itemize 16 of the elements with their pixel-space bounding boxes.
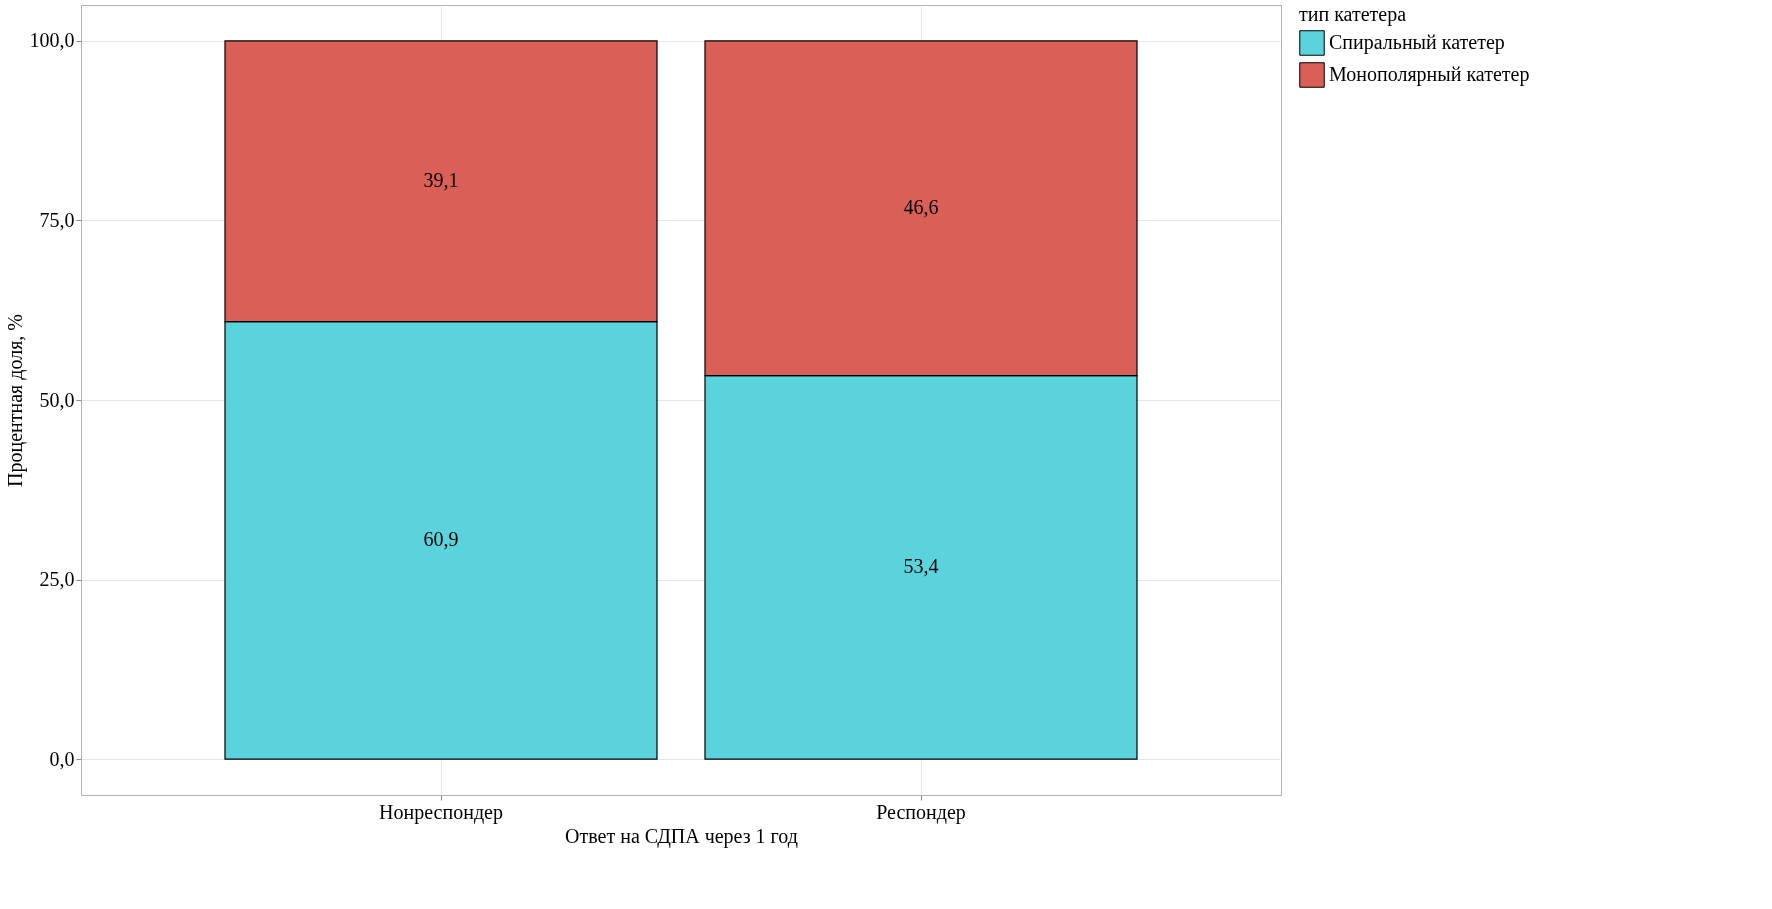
x-axis-title: Ответ на СДПА через 1 год <box>565 824 798 848</box>
data-label: 60,9 <box>423 528 459 551</box>
y-tick-label: 75,0 <box>39 208 75 231</box>
x-tick-label: Респондер <box>876 800 966 824</box>
x-tick-label: Нонреспондер <box>379 800 503 824</box>
y-tick-label: 50,0 <box>39 388 75 411</box>
y-tick-label: 0,0 <box>49 747 75 770</box>
y-axis-title: Процентная доля, % <box>3 314 27 487</box>
legend-title: тип катетера <box>1299 3 1407 26</box>
data-label: 46,6 <box>903 196 939 219</box>
legend-label: Спиральный катетер <box>1329 31 1505 54</box>
data-label: 39,1 <box>423 169 459 192</box>
y-tick-label: 25,0 <box>39 568 75 591</box>
y-tick-label: 100,0 <box>29 29 75 52</box>
legend-label: Монополярный катетер <box>1329 63 1530 86</box>
data-label: 53,4 <box>903 555 939 578</box>
